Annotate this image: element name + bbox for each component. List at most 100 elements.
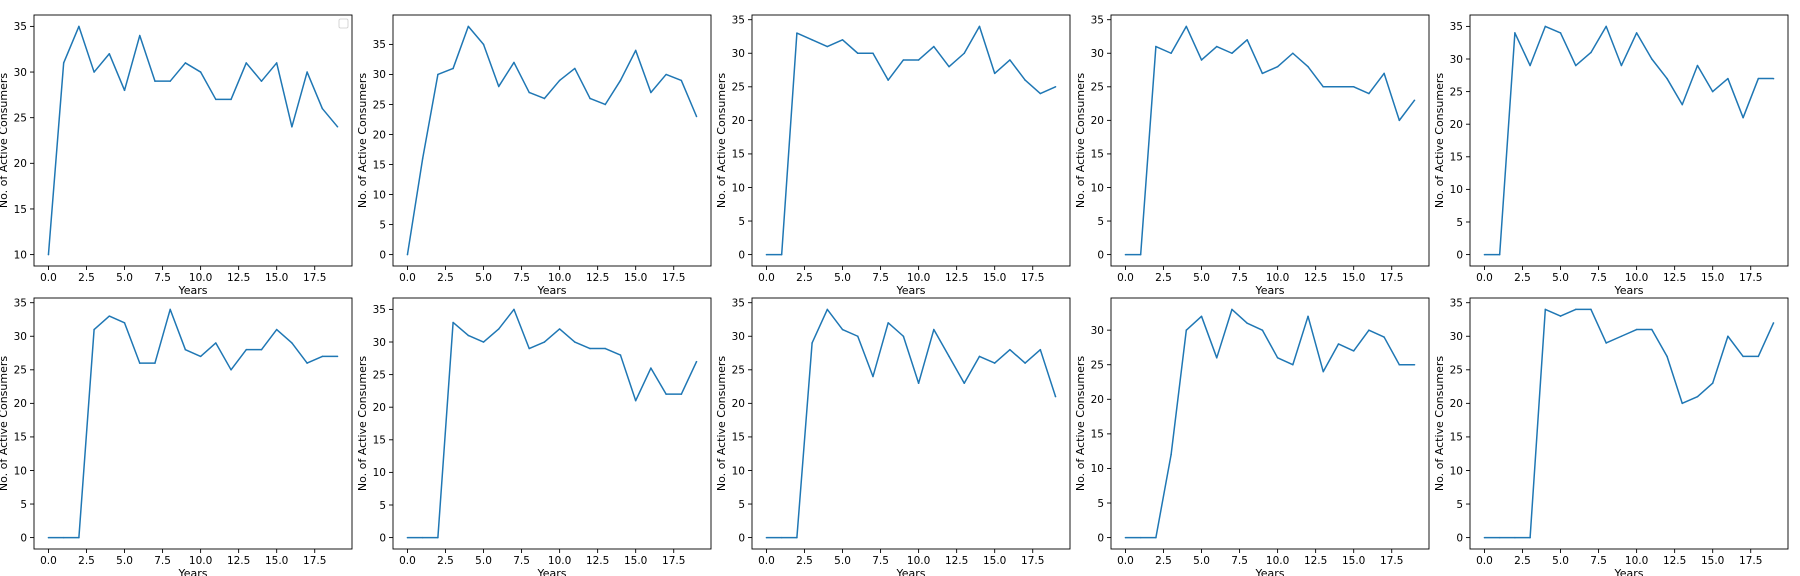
y-tick-label: 5: [738, 499, 745, 511]
data-point: [1635, 32, 1638, 34]
data-point: [169, 308, 171, 311]
data-point: [1246, 39, 1248, 41]
data-point: [291, 126, 293, 128]
y-tick-label: 35: [373, 304, 386, 316]
x-tick-label: 15.0: [1701, 272, 1724, 284]
data-point: [1124, 253, 1127, 256]
data-point: [558, 79, 561, 82]
x-tick-label: 7.5: [1590, 272, 1607, 284]
y-tick-label: 5: [379, 219, 386, 231]
data-point: [138, 34, 141, 37]
data-point: [1544, 25, 1547, 28]
data-point: [1352, 86, 1355, 88]
subplot-4: 0.0 2.5 5.0 7.5 10.0 12.5 15.0 17.5 0 5 10 15 20 25 30…: [1074, 14, 1430, 297]
x-tick-label: 2.5: [796, 555, 813, 567]
x-tick-label: 5.0: [116, 272, 133, 284]
series-line: [407, 308, 698, 539]
x-tick-label: 10.0: [1625, 555, 1648, 567]
data-point: [1681, 103, 1684, 106]
data-point: [1498, 536, 1501, 539]
data-point: [1170, 52, 1172, 55]
data-point: [826, 45, 829, 48]
data-point: [482, 341, 485, 343]
y-tick-label: 10: [1091, 182, 1104, 194]
data-point: [1322, 86, 1325, 88]
y-tick-label: 10: [1450, 465, 1463, 477]
data-point: [963, 52, 966, 55]
y-tick-label: 5: [1456, 217, 1463, 229]
data-point: [1529, 536, 1531, 539]
x-tick-label: 12.5: [945, 555, 968, 567]
x-tick-label: 17.5: [303, 272, 326, 284]
y-tick-label: 20: [732, 115, 745, 127]
data-point: [1215, 45, 1218, 48]
subplot-9: 0.0 2.5 5.0 7.5 10.0 12.5 15.0 17.5 0 5 10 15 20 25 30…: [1074, 297, 1430, 576]
data-point: [887, 79, 889, 81]
y-tick-label: 30: [1450, 331, 1463, 343]
subplot-1: 0.0 2.5 5.0 7.5 10.0 12.5 15.0 17.5 10 15 20 25 30 35…: [0, 14, 353, 297]
x-tick-label: 0.0: [758, 272, 775, 284]
x-tick-label: 12.5: [227, 555, 250, 567]
data-point: [1681, 402, 1684, 405]
x-tick-label: 15.0: [983, 272, 1006, 284]
y-tick-label: 25: [1091, 360, 1104, 372]
data-point: [1307, 315, 1309, 318]
y-tick-label: 20: [1091, 394, 1104, 406]
data-point: [574, 67, 576, 70]
x-tick-label: 12.5: [945, 272, 968, 284]
data-point: [1155, 45, 1157, 48]
y-tick-label: 25: [1450, 365, 1463, 377]
data-point: [1139, 536, 1142, 539]
data-point: [589, 97, 591, 100]
data-point: [811, 342, 813, 344]
subplot-6: 0.0 2.5 5.0 7.5 10.0 12.5 15.0 17.5 0 5 10 15 20 25 30…: [0, 297, 353, 576]
data-point: [780, 536, 783, 539]
data-point: [1498, 253, 1501, 256]
data-point: [1398, 119, 1401, 122]
data-point: [497, 85, 500, 88]
data-point: [619, 354, 622, 356]
data-point: [1307, 65, 1309, 68]
data-point: [1054, 395, 1057, 398]
data-point: [1666, 355, 1668, 358]
x-axis-label: Years: [536, 567, 566, 576]
y-axis-label: No. of Active Consumers: [1074, 73, 1087, 208]
x-tick-label: 0.0: [40, 272, 57, 284]
y-tick-label: 30: [732, 48, 745, 60]
data-point: [1009, 348, 1011, 351]
data-point: [604, 347, 607, 350]
y-axis-label: No. of Active Consumers: [1433, 356, 1446, 491]
data-point: [199, 71, 202, 73]
y-tick-label: 10: [14, 465, 27, 477]
data-point: [1529, 64, 1531, 67]
y-tick-label: 0: [20, 532, 27, 544]
data-point: [321, 355, 324, 358]
plot-frame: [1469, 297, 1789, 550]
data-point: [406, 536, 409, 539]
y-tick-label: 5: [738, 216, 745, 228]
x-tick-label: 10.0: [1266, 555, 1289, 567]
y-tick-label: 25: [1450, 86, 1463, 98]
x-tick-label: 15.0: [1342, 555, 1365, 567]
x-tick-label: 17.5: [303, 555, 326, 567]
data-point: [1185, 25, 1188, 28]
x-tick-label: 2.5: [1155, 272, 1172, 284]
y-tick-label: 0: [379, 249, 386, 261]
data-point: [1727, 77, 1729, 80]
data-point: [811, 39, 813, 41]
data-point: [1383, 72, 1385, 75]
data-point: [1651, 58, 1653, 60]
x-tick-label: 10.0: [1625, 272, 1648, 284]
data-point: [1231, 52, 1233, 55]
data-point: [1727, 335, 1729, 338]
x-tick-label: 0.0: [399, 555, 416, 567]
y-tick-label: 15: [732, 149, 745, 161]
series-line: [1484, 25, 1774, 256]
data-point: [497, 328, 500, 330]
y-tick-label: 15: [732, 432, 745, 444]
x-tick-label: 7.5: [513, 555, 530, 567]
x-tick-label: 0.0: [40, 555, 57, 567]
y-tick-label: 25: [14, 112, 27, 124]
y-tick-label: 15: [1091, 429, 1104, 441]
plot-frame: [33, 297, 353, 550]
